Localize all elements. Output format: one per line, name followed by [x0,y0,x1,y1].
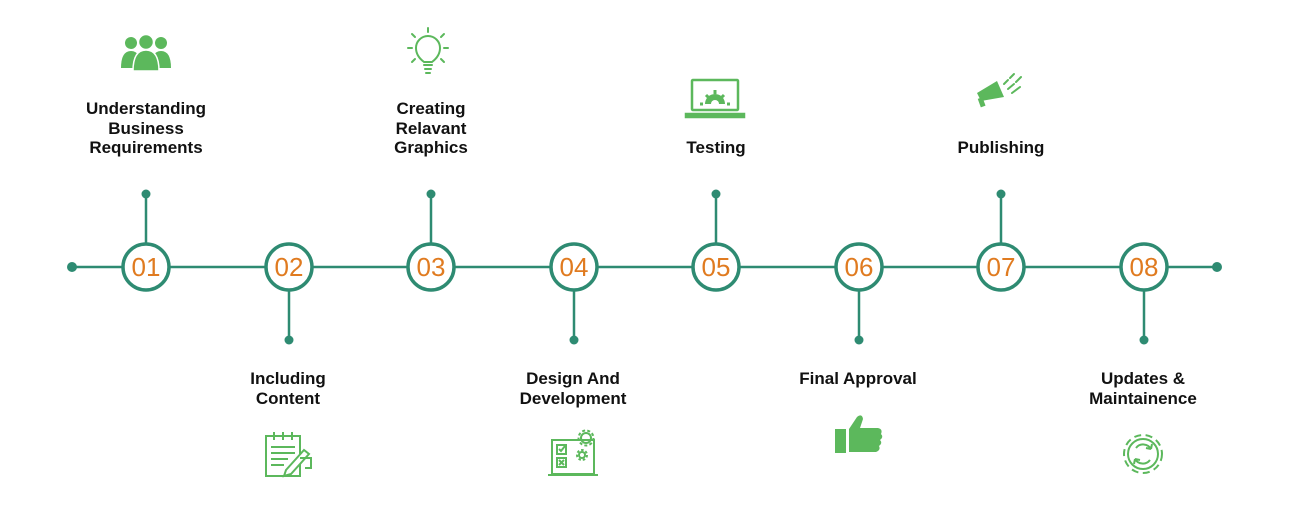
step-02: 02 [264,242,314,345]
step-08-label: Updates & Maintainence [1089,369,1197,408]
step-01: 01 [121,189,171,292]
timeline-start-dot [67,262,77,272]
step-node [121,242,171,292]
step-07: 07 [976,189,1026,292]
step-04-label: Design And Development [519,369,627,408]
megaphone-icon [977,73,1022,108]
step-03: 03 [406,189,456,292]
step-node [1119,242,1169,292]
step-number: 08 [1130,252,1159,282]
step-number: 07 [987,252,1016,282]
step-node [691,242,741,292]
step-number: 02 [275,252,304,282]
step-02-label: Including Content [250,369,326,408]
thumbs-up-icon [835,415,883,453]
step-node [264,242,314,292]
refresh-gear-icon [1123,434,1163,474]
step-number: 01 [132,252,161,282]
design-checklist-gear-icon [548,429,598,476]
step-07-label: Publishing [957,138,1045,157]
step-05: 05 [691,189,741,292]
step-node [549,242,599,292]
timeline-end-dot [1212,262,1222,272]
lightbulb-icon [407,27,449,74]
step-04: 04 [549,242,599,345]
step-06-label: Final Approval [799,369,917,388]
step-06: 06 [834,242,884,345]
step-number: 04 [560,252,589,282]
step-01-label: Understanding Business Requirements [86,99,206,157]
team-icon [121,33,171,72]
step-number: 06 [845,252,874,282]
content-writing-icon [265,432,312,478]
step-node [834,242,884,292]
step-node [976,242,1026,292]
step-node [406,242,456,292]
step-03-label: Creating Relavant Graphics [394,99,468,157]
step-number: 03 [417,252,446,282]
step-05-label: Testing [686,138,746,157]
step-08: 08 [1119,242,1169,345]
laptop-gear-icon [684,78,746,119]
step-number: 05 [702,252,731,282]
